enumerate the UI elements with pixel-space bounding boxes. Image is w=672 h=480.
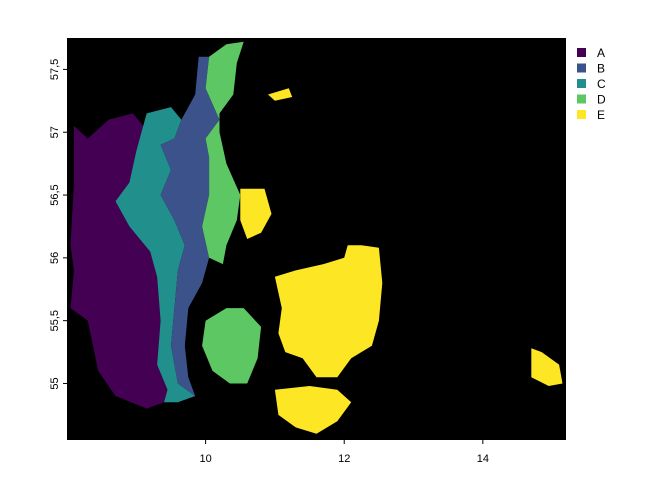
region-d [202, 41, 244, 265]
region-e [274, 245, 383, 378]
region-e [531, 348, 563, 386]
y-tick-label: 56 [49, 252, 61, 264]
y-tick-label: 55,5 [49, 310, 61, 331]
legend-swatch-c [577, 79, 586, 88]
legend-swatch-b [577, 63, 586, 73]
legend-swatch-a [577, 48, 586, 57]
region-c [115, 107, 196, 403]
region-e [268, 88, 293, 101]
region-e [274, 386, 352, 434]
region-d [202, 308, 262, 384]
x-tick-label: 14 [477, 453, 489, 465]
region-e [240, 188, 272, 239]
x-axis: 10 12 14 [199, 440, 489, 465]
y-axis: 55 55,5 56 56,5 57 57,5 [49, 59, 67, 390]
legend-label-b: B [597, 62, 605, 76]
region-a [70, 113, 168, 409]
legend-swatch-d [577, 94, 586, 104]
y-tick-label: 57 [49, 126, 61, 138]
y-tick-label: 55 [49, 377, 61, 389]
y-tick-label: 56,5 [49, 184, 61, 205]
x-tick-label: 10 [199, 453, 211, 465]
legend-swatch-e [577, 110, 586, 119]
region-b [160, 56, 220, 397]
region-layer [70, 41, 563, 434]
legend-label-a: A [597, 46, 605, 60]
legend-label-c: C [597, 77, 606, 91]
legend-label-d: D [597, 93, 606, 107]
legend-label-e: E [597, 108, 605, 122]
x-tick-label: 12 [338, 453, 350, 465]
y-tick-label: 57,5 [49, 59, 61, 80]
